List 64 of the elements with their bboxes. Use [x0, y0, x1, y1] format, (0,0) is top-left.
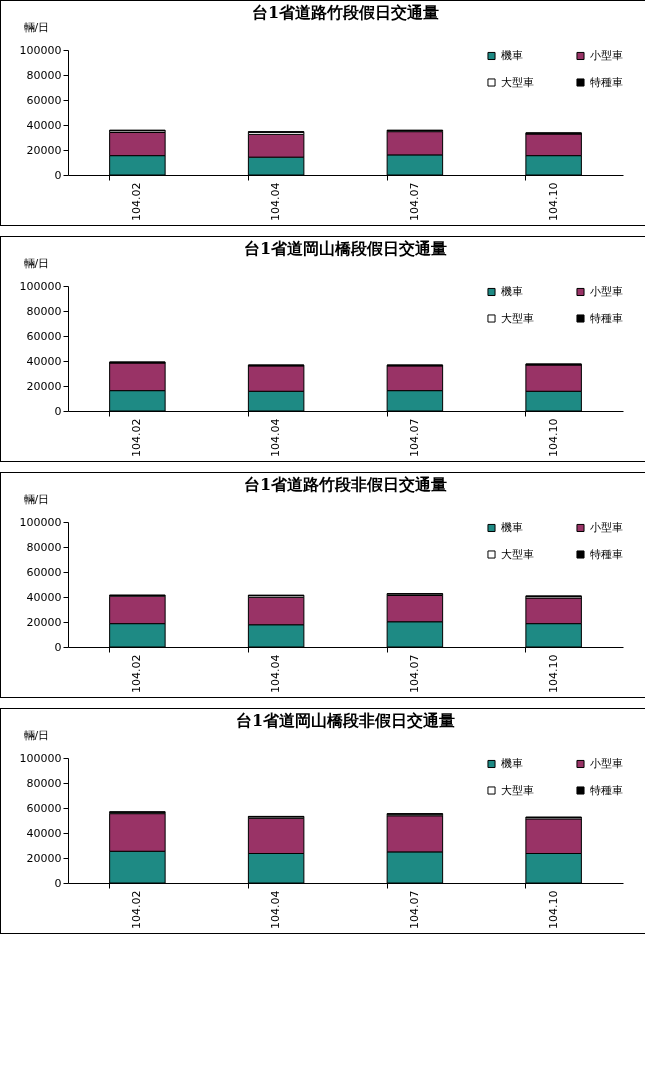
y-tick-label: 0: [54, 168, 62, 182]
x-tick-label: 104.02: [130, 182, 144, 221]
chart-title: 台1省道岡山橋段假日交通量: [243, 239, 448, 258]
y-tick-label: 80000: [26, 540, 62, 554]
y-tick-label: 80000: [26, 68, 62, 82]
y-tick-label: 100000: [19, 43, 62, 57]
chart-title: 台1省道路竹段假日交通量: [251, 3, 440, 22]
y-tick-label: 20000: [26, 143, 62, 157]
y-axis-title: 輛/日: [23, 256, 50, 270]
legend-label: 機車: [501, 756, 523, 770]
y-axis-title: 輛/日: [23, 728, 50, 742]
x-tick-label: 104.02: [130, 890, 144, 929]
y-tick-label: 0: [54, 404, 62, 418]
x-tick-label: 104.02: [130, 418, 144, 457]
y-tick-label: 60000: [26, 801, 62, 815]
y-tick-label: 40000: [26, 118, 62, 132]
y-tick-label: 100000: [19, 751, 62, 765]
x-tick-label: 104.04: [269, 418, 283, 457]
y-tick-label: 60000: [26, 329, 62, 343]
chart-title: 台1省道岡山橋段非假日交通量: [235, 711, 456, 730]
y-tick-label: 80000: [26, 304, 62, 318]
x-tick-label: 104.02: [130, 654, 144, 693]
legend-label: 特種車: [590, 547, 623, 561]
x-tick-label: 104.10: [546, 418, 560, 457]
y-tick-label: 0: [54, 640, 62, 654]
legend-label: 小型車: [590, 48, 623, 62]
legend-label: 機車: [501, 520, 523, 534]
x-tick-label: 104.10: [546, 890, 560, 929]
y-tick-label: 60000: [26, 565, 62, 579]
x-tick-label: 104.10: [546, 654, 560, 693]
x-tick-label: 104.07: [407, 418, 421, 457]
y-tick-label: 40000: [26, 590, 62, 604]
x-tick-label: 104.07: [407, 654, 421, 693]
y-tick-label: 20000: [26, 379, 62, 393]
y-tick-label: 40000: [26, 354, 62, 368]
legend-label: 大型車: [501, 547, 534, 561]
legend-label: 機車: [501, 284, 523, 298]
x-tick-label: 104.07: [407, 182, 421, 221]
y-tick-label: 0: [54, 876, 62, 890]
x-tick-label: 104.04: [269, 890, 283, 929]
y-tick-label: 40000: [26, 826, 62, 840]
y-tick-label: 20000: [26, 615, 62, 629]
legend-label: 小型車: [590, 284, 623, 298]
x-tick-label: 104.04: [269, 654, 283, 693]
x-tick-label: 104.07: [407, 890, 421, 929]
y-tick-label: 100000: [19, 515, 62, 529]
legend-label: 小型車: [590, 520, 623, 534]
legend-label: 大型車: [501, 75, 534, 89]
y-tick-label: 80000: [26, 776, 62, 790]
y-tick-label: 60000: [26, 93, 62, 107]
legend-label: 大型車: [501, 311, 534, 325]
y-axis-title: 輛/日: [23, 20, 50, 34]
legend-label: 小型車: [590, 756, 623, 770]
chart-title: 台1省道路竹段非假日交通量: [243, 475, 448, 494]
x-tick-label: 104.04: [269, 182, 283, 221]
y-tick-label: 20000: [26, 851, 62, 865]
legend-label: 特種車: [590, 783, 623, 797]
x-tick-label: 104.10: [546, 182, 560, 221]
y-axis-title: 輛/日: [23, 492, 50, 506]
legend-label: 特種車: [590, 75, 623, 89]
legend-label: 大型車: [501, 783, 534, 797]
y-tick-label: 100000: [19, 279, 62, 293]
legend-label: 機車: [501, 48, 523, 62]
legend-label: 特種車: [590, 311, 623, 325]
